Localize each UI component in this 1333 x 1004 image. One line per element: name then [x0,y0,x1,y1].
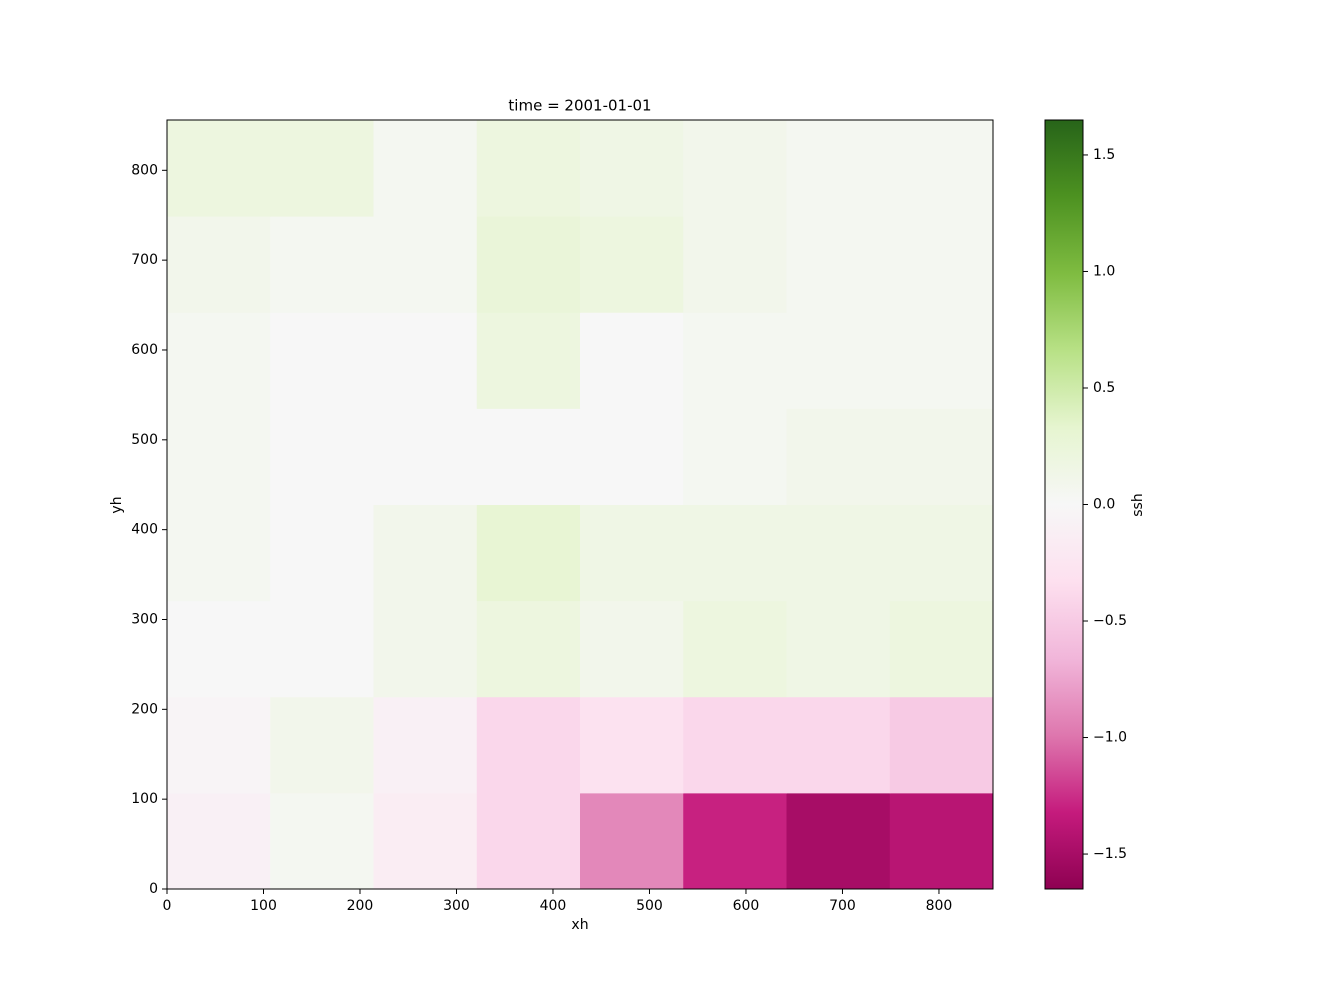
heatmap-cell [580,408,684,505]
heatmap-cell [373,600,478,698]
heatmap-cell [167,600,271,698]
y-tick-label: 200 [131,701,158,717]
colorbar-tick-label: −0.5 [1093,613,1127,629]
heatmap-cell [373,312,478,409]
heatmap-cell [889,216,994,313]
heatmap-cell [786,600,891,698]
heatmap-cell [889,696,994,794]
heatmap-cell [889,120,994,217]
heatmap-cell [683,120,787,217]
heatmap-cell [270,504,374,602]
y-tick-label: 0 [149,881,158,897]
heatmap-cell [476,600,581,698]
y-tick-label: 300 [131,611,158,627]
heatmap-cell [889,312,994,409]
heatmap-cell [683,696,787,794]
x-tick-label: 600 [733,898,760,914]
heatmap-cell [373,696,478,794]
heatmap-cell [580,696,684,794]
heatmap-cell [270,312,374,409]
heatmap-cell [167,504,271,602]
heatmap-cell [270,600,374,698]
y-tick-label: 100 [131,791,158,807]
y-tick-label: 500 [131,432,158,448]
heatmap-cell [167,312,271,409]
x-axis-label: xh [571,917,588,933]
colorbar-tick-label: −1.5 [1093,846,1127,862]
heatmap-cell [786,792,891,890]
heatmap-cell [580,312,684,409]
heatmap-cell [786,216,891,313]
heatmap-cell [683,216,787,313]
x-tick-label: 800 [926,898,953,914]
colorbar-tick-label: 0.0 [1093,497,1115,513]
x-tick-label: 0 [163,898,172,914]
heatmap-cell [476,312,581,409]
y-tick-label: 800 [131,162,158,178]
heatmap-cell [580,120,684,217]
plot-frame [166,119,994,890]
heatmap-cell [889,504,994,602]
heatmap-cell [580,792,684,890]
heatmap-cell [476,216,581,313]
heatmap-cell [580,600,684,698]
heatmap-cell [683,504,787,602]
heatmap-cell [167,408,271,505]
heatmap-cell [786,120,891,217]
x-tick-label: 200 [347,898,374,914]
heatmap-cell [167,696,271,794]
heatmap-cell [373,120,478,217]
heatmap-cell [270,792,374,890]
heatmap-cell [580,216,684,313]
heatmap-cell [270,216,374,313]
heatmap-cell [270,696,374,794]
heatmap-cell [167,120,271,217]
x-tick-label: 500 [636,898,663,914]
heatmap-cell [786,696,891,794]
y-tick-label: 700 [131,252,158,268]
chart-title: time = 2001-01-01 [508,97,651,115]
heatmap-cell [683,600,787,698]
heatmap-cell [270,120,374,217]
heatmap-cell [786,312,891,409]
heatmap-cell [683,408,787,505]
heatmap-cell [476,120,581,217]
heatmap-cell [373,216,478,313]
colorbar [1044,119,1084,890]
y-tick-label: 600 [131,342,158,358]
heatmap-cell [786,408,891,505]
colorbar-tick-label: 1.5 [1093,147,1115,163]
heatmap-cell [889,792,994,890]
heatmap-cell [167,792,271,890]
heatmap-cell [476,696,581,794]
heatmap-cell [270,408,374,505]
heatmap-cell [476,504,581,602]
heatmap-cell [476,792,581,890]
heatmap-cell [786,504,891,602]
heatmap-cell [373,408,478,505]
colorbar-tick-label: 0.5 [1093,380,1115,396]
colorbar-tick-label: −1.0 [1093,730,1127,746]
x-tick-label: 100 [250,898,277,914]
colorbar-label: ssh [1130,493,1146,516]
heatmap-cell [683,792,787,890]
heatmap-cell [580,504,684,602]
y-tick-label: 400 [131,522,158,538]
heatmap-cell [167,216,271,313]
y-axis-label: yh [109,496,125,513]
heatmap-cell [889,600,994,698]
heatmap-cell [683,312,787,409]
heatmap-cell [476,408,581,505]
heatmap-cell [373,792,478,890]
colorbar-tick-label: 1.0 [1093,263,1115,279]
x-tick-label: 700 [829,898,856,914]
x-tick-label: 400 [540,898,567,914]
heatmap-cell [373,504,478,602]
x-tick-label: 300 [443,898,470,914]
heatmap-cell [889,408,994,505]
